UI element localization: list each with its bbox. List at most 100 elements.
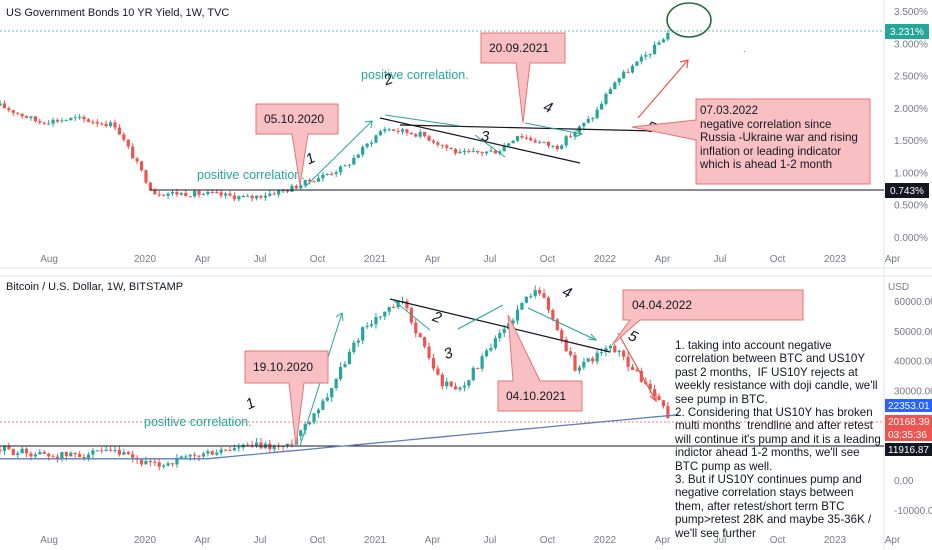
- x-tick-label: Apr: [885, 254, 901, 265]
- candle-body: [259, 195, 263, 198]
- candle-body: [608, 89, 612, 95]
- trendline-down-bottom: [389, 298, 611, 353]
- candle-body: [551, 309, 555, 320]
- candle-body: [0, 103, 2, 106]
- candle-body: [445, 145, 449, 148]
- candle-body: [577, 367, 582, 371]
- candle-body: [29, 116, 33, 118]
- y-tick-label: 60000.00: [894, 297, 932, 308]
- arrow-2-bottom: [392, 299, 431, 331]
- candle-body: [630, 65, 635, 73]
- candle-body: [144, 460, 148, 465]
- candle-body: [144, 170, 148, 183]
- y-tick-label: 1.000%: [894, 168, 928, 179]
- candle-body: [42, 452, 46, 454]
- candle-body: [511, 140, 515, 144]
- candle-body: [538, 290, 542, 294]
- svg-text:.: .: [743, 44, 746, 55]
- top-highlight-circle: [666, 2, 712, 38]
- candle-body: [347, 164, 352, 166]
- candle-body: [272, 193, 276, 195]
- candle-body: [82, 457, 86, 459]
- candle-body: [330, 388, 334, 398]
- btc-price-tag-text: 03:35:36: [888, 430, 927, 441]
- candle-body: [299, 430, 303, 437]
- wave-3-top: 3: [481, 128, 490, 145]
- arrow-4-top: [524, 122, 583, 135]
- candle-body: [476, 367, 480, 369]
- candle-body: [613, 345, 617, 353]
- candle-body: [24, 116, 29, 118]
- y-tick-label: 0.500%: [894, 201, 928, 212]
- candle-body: [520, 302, 524, 310]
- last-price-tag: [885, 24, 929, 39]
- candle-body: [573, 132, 577, 137]
- analysis-note: 1. taking into account negative correlat…: [675, 339, 881, 540]
- candle-body: [170, 192, 175, 194]
- y-tick-label: 0.000%: [894, 233, 928, 244]
- candle-body: [648, 54, 652, 56]
- candle-body: [193, 454, 197, 456]
- candle-body: [95, 450, 99, 452]
- x-tick-label: Jul: [484, 254, 497, 265]
- candle-body: [369, 324, 374, 326]
- candle-body: [108, 449, 113, 451]
- candle-body: [449, 381, 453, 387]
- candle-body: [392, 307, 396, 309]
- candle-body: [524, 137, 528, 139]
- candle-body: [343, 165, 347, 167]
- candle-body: [47, 123, 51, 125]
- candle-body: [591, 118, 595, 120]
- candle-body: [396, 130, 400, 132]
- candle-body: [285, 443, 290, 447]
- btc-annotations: positive correlation. 1 2 3 4 5 19.10.20…: [0, 283, 932, 460]
- btc-price-tag-text: 11916.87: [888, 445, 929, 456]
- candle-body: [201, 453, 206, 457]
- positive-corr-label-bottom: positive correlation.: [144, 415, 252, 429]
- candle-body: [78, 454, 82, 458]
- us10y-x-axis: Aug 2020 Apr Jul Oct 2021 Apr Jul Oct 2022 Apr Jul O…: [40, 254, 901, 265]
- candle-body: [617, 78, 621, 83]
- arrow-5-bottom: [617, 332, 657, 402]
- candle-body: [542, 141, 546, 143]
- candle-body: [449, 147, 453, 150]
- candle-body: [400, 129, 405, 132]
- candle-body: [484, 350, 489, 357]
- candle-body: [316, 409, 321, 414]
- candle-body: [467, 151, 471, 153]
- x-tick-label: Jul: [254, 535, 267, 546]
- candle-body: [179, 456, 183, 459]
- candle-body: [232, 448, 237, 451]
- candle-body: [69, 452, 73, 457]
- x-tick-label: Oct: [310, 535, 326, 546]
- us10y-annotations: . positive correlation. positive correla…: [0, 2, 929, 198]
- candle-body: [223, 193, 228, 196]
- candle-body: [321, 400, 325, 410]
- candle-body: [560, 145, 564, 149]
- candle-body: [414, 322, 418, 334]
- candle-body: [635, 61, 639, 66]
- candle-body: [440, 144, 444, 146]
- candle-body: [0, 449, 2, 451]
- candle-body: [210, 451, 214, 455]
- candle-body: [91, 121, 95, 123]
- candle-body: [551, 145, 555, 147]
- callout-05-10-2020-text: 05.10.2020: [264, 112, 324, 126]
- candle-body: [228, 193, 232, 196]
- candle-body: [184, 456, 188, 458]
- candle-body: [453, 386, 458, 390]
- candle-body: [347, 352, 352, 365]
- candle-body: [100, 123, 104, 125]
- candle-body: [131, 146, 135, 159]
- candle-body: [321, 174, 325, 179]
- candle-body: [86, 454, 91, 459]
- btc-candles: [0, 285, 670, 471]
- candle-body: [427, 346, 431, 359]
- candle-body: [184, 192, 188, 197]
- candle-body: [471, 150, 475, 152]
- candle-body: [657, 42, 661, 45]
- candle-body: [507, 143, 511, 146]
- y-tick-label: 2.500%: [894, 72, 928, 83]
- candle-body: [38, 452, 42, 455]
